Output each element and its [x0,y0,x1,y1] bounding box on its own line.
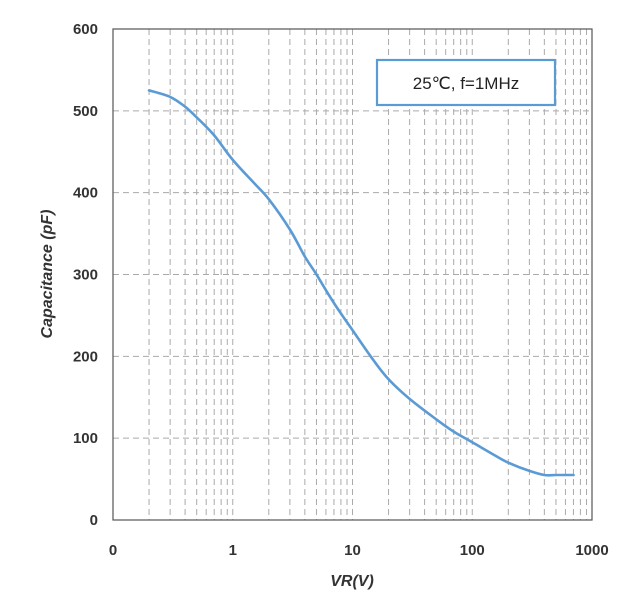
x-tick-label: 1000 [575,542,608,559]
y-tick-label: 300 [73,267,98,284]
y-tick-label: 200 [73,348,98,365]
y-tick-label: 500 [73,103,98,120]
y-tick-label: 0 [90,512,98,529]
plot-area-border [112,28,593,521]
y-tick-label: 600 [73,21,98,38]
capacitance-curve [147,89,575,477]
x-tick-label: 1 [229,542,237,559]
x-tick-label: 100 [460,542,485,559]
x-axis-label: VR(V) [330,573,374,590]
grid-lines [113,29,592,520]
y-tick-label: 400 [73,185,98,202]
x-tick-label: 10 [344,542,361,559]
y-axis-label: Capacitance (pF) [39,210,56,339]
y-tick-label: 100 [73,430,98,447]
x-tick-label: 0 [109,542,117,559]
tick-labels: 0 1 10 100 1000 0 100 200 300 400 500 600 [73,21,609,559]
condition-annotation-text: 25℃, f=1MHz [413,74,520,93]
condition-annotation-box: 25℃, f=1MHz [375,58,557,107]
